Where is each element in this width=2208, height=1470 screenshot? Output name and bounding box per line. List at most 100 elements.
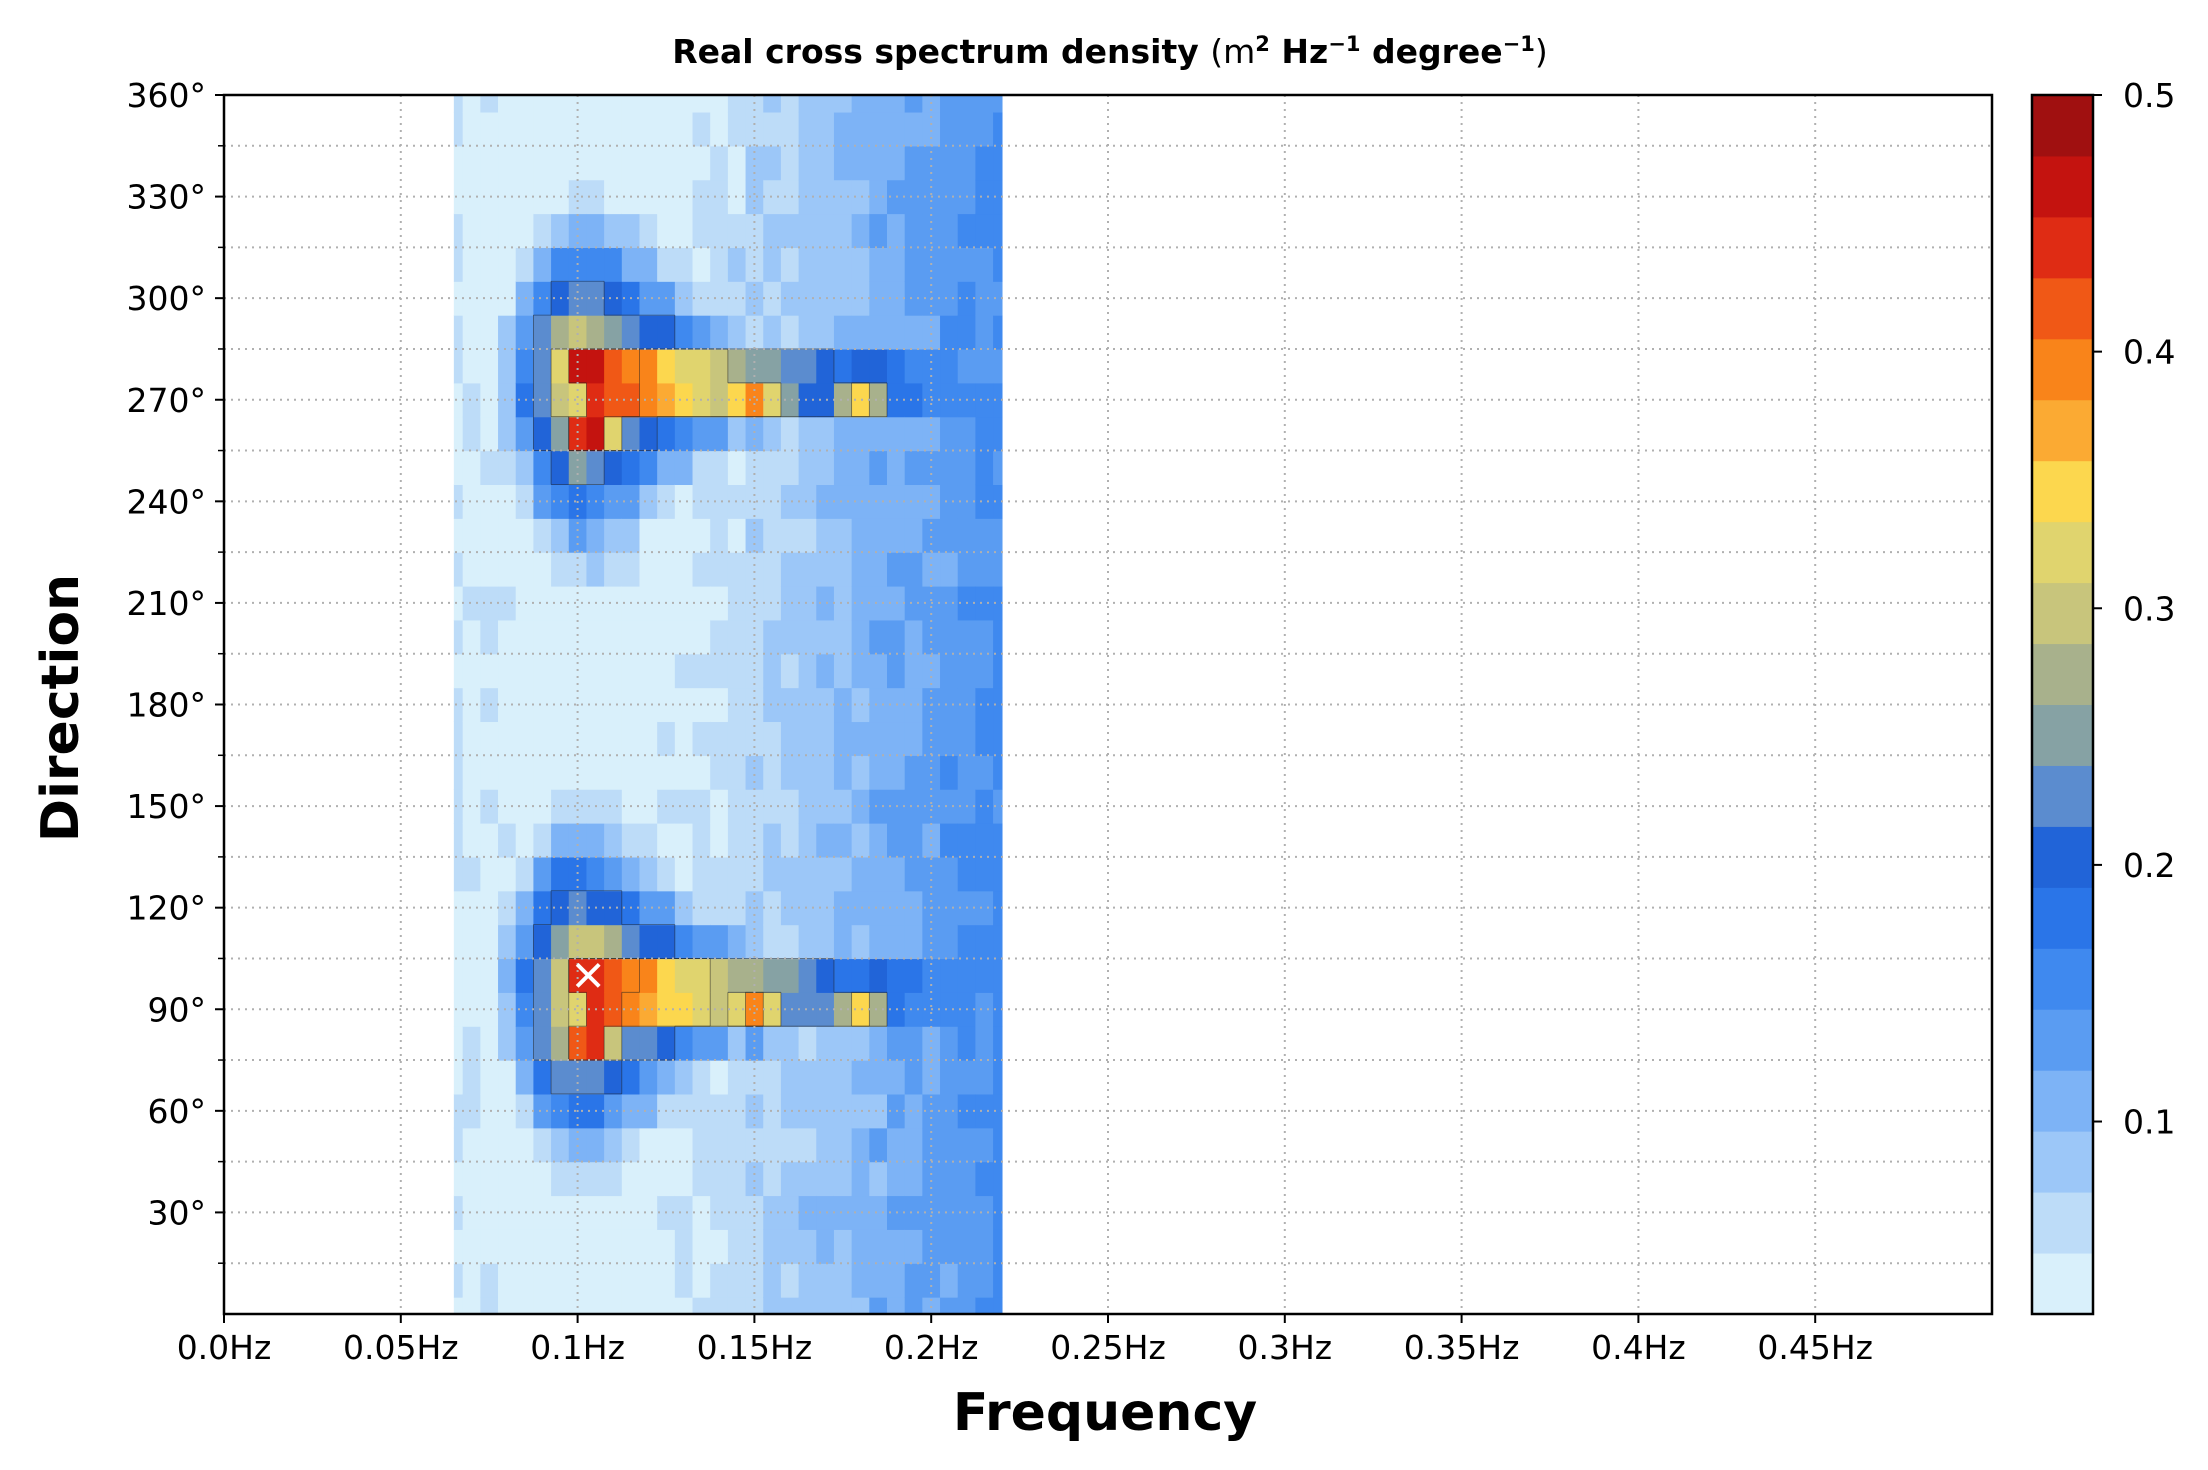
heatmap-cell <box>621 247 641 282</box>
heatmap-cell <box>993 518 1003 553</box>
heatmap-cell <box>975 416 994 452</box>
heatmap-cell <box>639 755 658 790</box>
heatmap-cell <box>639 315 658 350</box>
heatmap-cell <box>480 95 499 113</box>
heatmap-cell <box>887 1263 906 1298</box>
heatmap-cell <box>710 823 729 858</box>
heatmap-cell <box>692 721 711 756</box>
heatmap-cell <box>710 755 729 790</box>
heatmap-cell <box>639 213 658 248</box>
heatmap-cell <box>745 992 764 1027</box>
heatmap-cell <box>745 1229 764 1264</box>
heatmap-cell <box>798 1127 817 1163</box>
heatmap-cell <box>710 1060 729 1095</box>
heatmap-cell <box>887 924 906 960</box>
colorbar-swatch <box>2032 216 2093 279</box>
heatmap-cell <box>639 585 658 621</box>
heatmap-cell <box>551 1263 570 1298</box>
heatmap-cell <box>674 1026 694 1061</box>
heatmap-cell <box>568 992 588 1027</box>
heatmap-cell <box>887 1297 906 1315</box>
heatmap-cell <box>551 653 570 689</box>
heatmap-cell <box>480 1127 499 1163</box>
heatmap-cell <box>745 585 764 621</box>
heatmap-cell <box>869 890 888 926</box>
heatmap-cell <box>869 789 888 824</box>
heatmap-cell <box>975 95 994 113</box>
heatmap-cell <box>798 484 817 519</box>
heatmap-cell <box>710 789 729 824</box>
colorbar-swatch <box>2032 399 2093 462</box>
heatmap-cell <box>745 382 764 418</box>
heatmap-cell <box>993 789 1003 824</box>
heatmap-cell <box>533 315 552 350</box>
heatmap-cell <box>816 856 835 892</box>
x-axis-label: Frequency <box>953 1383 1257 1443</box>
heatmap-cell <box>851 789 870 824</box>
heatmap-cell <box>763 145 782 181</box>
heatmap-cell <box>621 315 641 350</box>
heatmap-cell <box>453 382 464 418</box>
y-tick-label: 330° <box>127 178 207 217</box>
heatmap-cell <box>727 145 747 181</box>
heatmap-cell <box>869 416 888 452</box>
heatmap-cell <box>710 111 729 147</box>
heatmap-cell <box>780 823 800 858</box>
heatmap-cell <box>851 1093 870 1129</box>
heatmap-cell <box>498 484 517 519</box>
heatmap-cell <box>639 518 658 553</box>
heatmap-cell <box>462 1093 481 1129</box>
y-tick-label: 300° <box>127 279 207 318</box>
heatmap-cell <box>639 823 658 858</box>
heatmap-cell <box>940 348 959 384</box>
heatmap-cell <box>727 789 747 824</box>
heatmap-cell <box>480 315 499 350</box>
colorbar-swatch <box>2032 95 2093 157</box>
heatmap-cell <box>745 1161 764 1197</box>
heatmap-cell <box>462 958 481 993</box>
heatmap-cell <box>993 1127 1003 1163</box>
heatmap-cell <box>498 382 517 418</box>
heatmap-cell <box>453 484 464 519</box>
heatmap-cell <box>975 213 994 248</box>
heatmap-cell <box>604 179 623 215</box>
heatmap-cell <box>904 179 923 215</box>
heatmap-cell <box>498 1060 517 1095</box>
heatmap-cell <box>975 653 994 689</box>
heatmap-cell <box>710 382 729 418</box>
heatmap-cell <box>515 382 534 418</box>
heatmap-cell <box>692 1161 711 1197</box>
y-tick-label: 240° <box>127 482 207 521</box>
heatmap-cell <box>639 1060 658 1095</box>
heatmap-cell <box>993 179 1003 215</box>
heatmap-cell <box>887 1161 906 1197</box>
heatmap-cell <box>816 1229 835 1264</box>
heatmap-cell <box>975 382 994 418</box>
heatmap-cell <box>763 653 782 689</box>
heatmap-cell <box>904 721 923 756</box>
heatmap-cell <box>551 247 570 282</box>
heatmap-cell <box>639 382 658 418</box>
heatmap-cell <box>940 518 959 553</box>
heatmap-cell <box>639 348 658 384</box>
heatmap-cell <box>727 619 747 655</box>
heatmap-cell <box>462 315 481 350</box>
heatmap-cell <box>816 992 835 1027</box>
heatmap-cell <box>745 856 764 892</box>
heatmap-cell <box>498 1297 517 1315</box>
heatmap-cell <box>833 179 853 215</box>
heatmap-cell <box>604 484 623 519</box>
heatmap-cell <box>975 585 994 621</box>
heatmap-cell <box>993 1161 1003 1197</box>
heatmap-cell <box>515 484 534 519</box>
colorbar-swatch <box>2032 1131 2093 1193</box>
heatmap-cell <box>957 1060 976 1095</box>
heatmap-cell <box>833 1093 853 1129</box>
heatmap-cell <box>674 992 694 1027</box>
heatmap-cell <box>833 416 853 452</box>
heatmap-cell <box>727 653 747 689</box>
x-tick-label: 0.0Hz <box>177 1328 272 1367</box>
heatmap-cell <box>957 552 976 587</box>
heatmap-cell <box>904 1195 923 1230</box>
heatmap-cell <box>798 179 817 215</box>
